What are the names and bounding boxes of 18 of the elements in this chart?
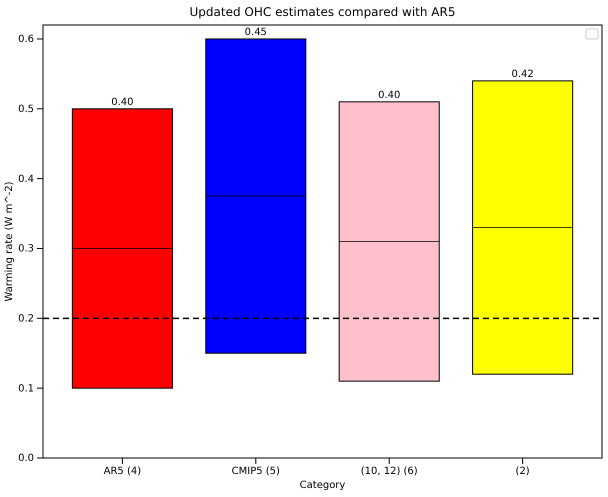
annotation: 0.45: [244, 26, 267, 38]
x-tick-label: CMIP5 (5): [232, 466, 280, 478]
annotation: 0.42: [511, 68, 534, 80]
y-tick-label: 0.5: [18, 104, 34, 116]
annotation: 0.40: [378, 90, 400, 101]
y-tick-label: 0.3: [18, 244, 34, 255]
annotation: 0.40: [111, 96, 134, 108]
chart-title: Updated OHC estimates compared with AR5: [190, 5, 456, 19]
x-tick-label: (2): [516, 466, 530, 478]
y-tick-label: 0.2: [18, 314, 34, 325]
y-axis-title: Warming rate (W m^-2): [4, 181, 15, 302]
y-tick-label: 0.6: [18, 34, 34, 46]
x-tick-label: AR5 (4): [104, 466, 142, 478]
y-tick-label: 0.0: [18, 453, 34, 464]
x-tick-label: (10, 12) (6): [360, 466, 418, 478]
y-tick-label: 0.4: [18, 174, 34, 185]
x-axis-title: Category: [300, 480, 346, 491]
y-tick-label: 0.1: [18, 383, 34, 394]
